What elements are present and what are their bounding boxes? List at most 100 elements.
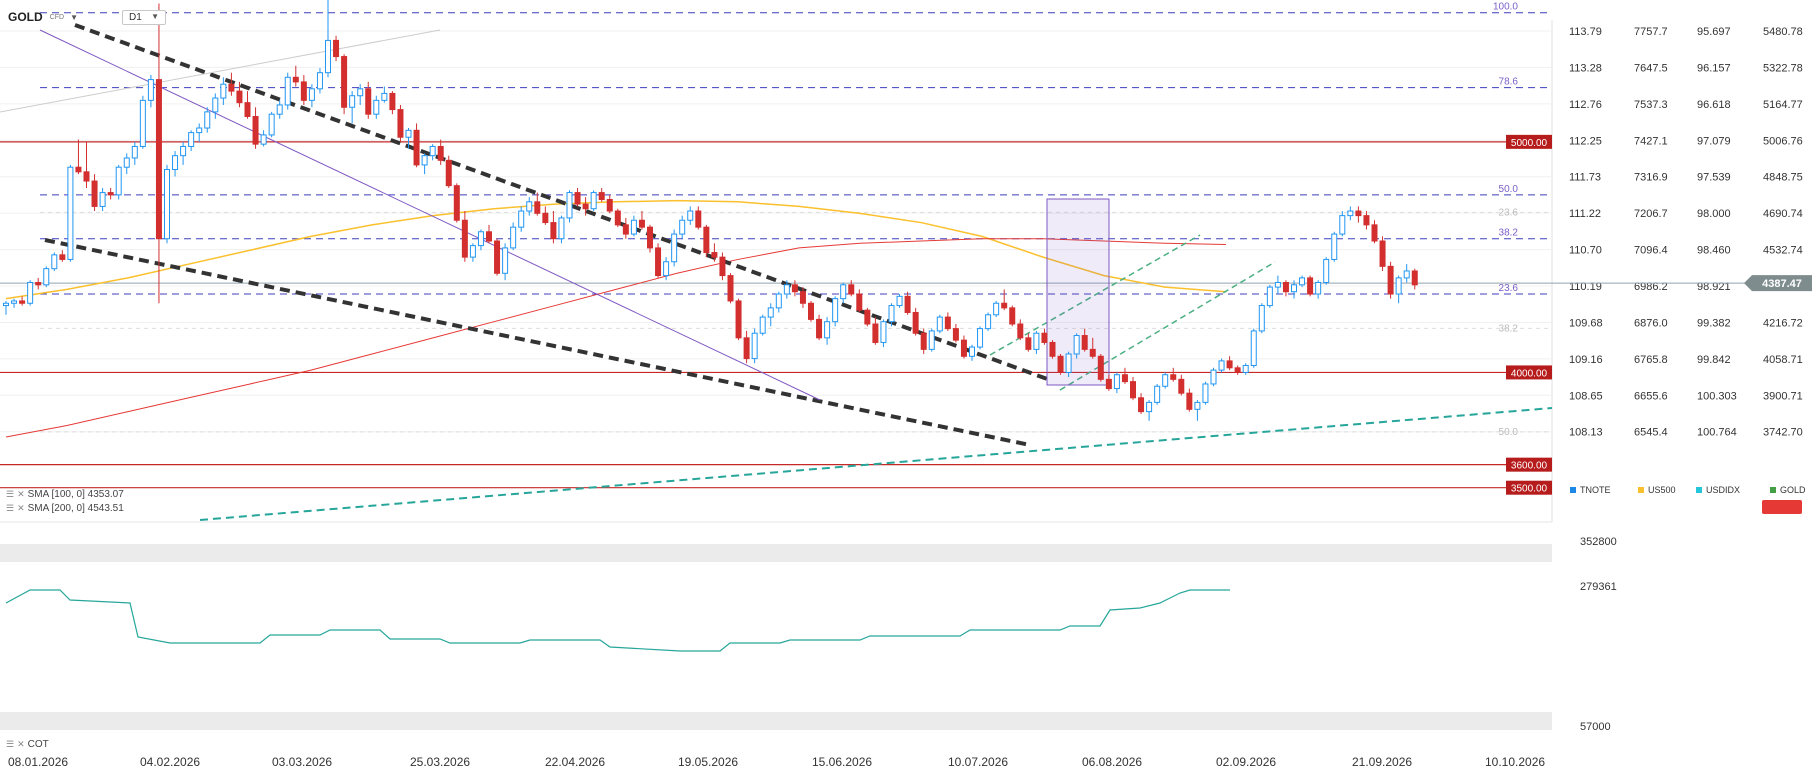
price-scale-us500-tick: 7316.9 <box>1634 172 1668 184</box>
candle-body <box>840 284 847 300</box>
candle-body <box>582 203 589 210</box>
candle-body <box>952 328 959 341</box>
price-scale-us500-tick: 6655.6 <box>1634 390 1668 402</box>
candle-body <box>316 72 323 90</box>
price-scale-usdidx-tick: 96.618 <box>1697 99 1731 111</box>
candle-body <box>164 169 170 240</box>
sma200-indicator[interactable]: ☰ ✕ SMA [200, 0] 4543.51 <box>6 503 124 514</box>
candle-body <box>663 261 670 277</box>
candle-body <box>3 302 9 307</box>
cot-scale-tick: 279361 <box>1580 581 1617 593</box>
candle-body <box>542 212 549 224</box>
price-scale-tnote-tick: 109.68 <box>1569 317 1603 329</box>
gray-trendline <box>0 29 441 113</box>
symbol-selector[interactable]: GOLD CFD ▼ <box>8 10 78 24</box>
candle-body <box>1355 210 1362 217</box>
legend-us500: US500 <box>1638 485 1676 495</box>
candle-body <box>1226 360 1233 369</box>
gold-color-badge[interactable] <box>1762 500 1802 514</box>
price-level-badge <box>1506 134 1552 149</box>
legend-swatch <box>1696 487 1702 493</box>
fib-level-label: 38.2 <box>1499 228 1519 239</box>
candle-body <box>99 192 106 207</box>
x-axis-tick-label: 02.09.2026 <box>1216 755 1276 769</box>
price-scale-gold-tick: 5006.76 <box>1763 135 1803 147</box>
sma100-indicator[interactable]: ☰ ✕ SMA [100, 0] 4353.07 <box>6 489 124 500</box>
candle-body <box>510 226 517 249</box>
candle-body <box>1001 302 1008 309</box>
candle-body <box>341 56 348 108</box>
candle-body <box>1379 240 1386 267</box>
legend-swatch <box>1638 487 1644 493</box>
cot-indicator[interactable]: ☰ ✕ COT <box>6 739 49 750</box>
price-scale-us500-tick: 7427.1 <box>1634 135 1668 147</box>
candle-body <box>1234 367 1241 373</box>
candle-body <box>477 231 484 247</box>
candle-body <box>880 321 887 343</box>
cot-pane-top-band <box>0 544 1552 562</box>
candle-body <box>1347 210 1354 217</box>
price-scale-us500-tick: 6986.2 <box>1634 281 1668 293</box>
candle-body <box>606 198 613 212</box>
x-axis-tick-label: 06.08.2026 <box>1082 755 1142 769</box>
price-scale-us500-tick: 6545.4 <box>1634 427 1668 439</box>
candle-body <box>1258 305 1265 332</box>
candle-body <box>1121 374 1128 383</box>
fib-level-label: 100.0 <box>1493 2 1518 13</box>
candle-body <box>1113 374 1120 390</box>
close-icon[interactable]: ✕ <box>17 739 25 749</box>
settings-icon[interactable]: ☰ <box>6 739 15 749</box>
candle-body <box>703 226 710 254</box>
price-scale-gold-tick: 4532.74 <box>1763 245 1803 257</box>
close-icon[interactable]: ✕ <box>17 489 25 499</box>
price-scale-tnote-tick: 112.76 <box>1569 99 1602 111</box>
candle-body <box>928 330 935 350</box>
candle-body <box>791 284 798 293</box>
price-scale-usdidx-tick: 100.764 <box>1697 427 1737 439</box>
candle-body <box>268 113 275 136</box>
candle-body <box>1097 355 1104 380</box>
chevron-down-icon[interactable]: ▼ <box>70 12 78 22</box>
candle-body <box>808 302 814 320</box>
candle-body <box>1178 378 1185 394</box>
candle-body <box>695 210 702 228</box>
candle-body <box>1049 341 1056 357</box>
candle-body <box>228 83 235 92</box>
cot-pane-bottom-band <box>0 712 1552 730</box>
fib-faint-label: 50.0 <box>1499 427 1519 438</box>
candle-body <box>864 309 871 325</box>
price-scale-gold-tick: 4058.71 <box>1763 354 1803 366</box>
candle-body <box>1387 265 1394 295</box>
x-axis-tick-label: 10.07.2026 <box>948 755 1008 769</box>
settings-icon[interactable]: ☰ <box>6 489 15 499</box>
candle-body <box>502 247 509 274</box>
settings-icon[interactable]: ☰ <box>6 503 15 513</box>
candle-body <box>1299 277 1306 286</box>
candle-body <box>1154 385 1161 403</box>
price-scale-gold-tick: 4690.74 <box>1763 208 1803 220</box>
candle-body <box>1323 258 1330 284</box>
candle-body <box>413 129 420 166</box>
candle-body <box>469 245 476 258</box>
candle-body <box>405 129 412 138</box>
candle-body <box>848 284 855 295</box>
close-icon[interactable]: ✕ <box>17 503 25 513</box>
candle-body <box>518 210 525 228</box>
candle-body <box>872 323 879 343</box>
candle-body <box>783 284 790 295</box>
price-scale-usdidx-tick: 100.303 <box>1697 390 1737 402</box>
candle-body <box>566 192 573 219</box>
candle-body <box>743 337 750 360</box>
timeframe-select[interactable]: D1 ▼ <box>122 10 166 25</box>
symbol-type: CFD <box>49 13 65 21</box>
candle-body <box>155 79 162 240</box>
candle-body <box>687 210 694 221</box>
candle-body <box>333 39 340 58</box>
price-scale-tnote-tick: 111.22 <box>1569 208 1601 220</box>
candle-body <box>35 282 42 286</box>
fib-faint-label: 38.2 <box>1499 323 1519 334</box>
candle-body <box>1138 397 1145 413</box>
candle-body <box>236 90 243 104</box>
candle-body <box>27 282 34 304</box>
